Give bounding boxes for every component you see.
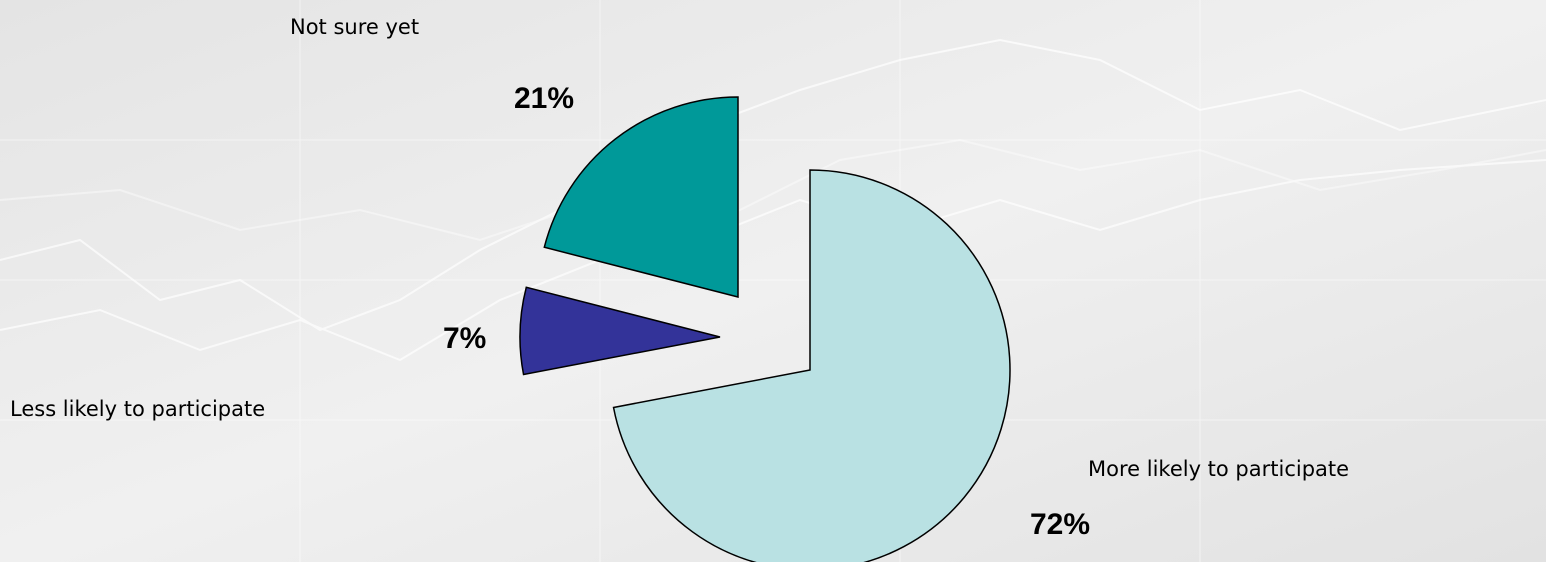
category-label: Not sure yet	[290, 15, 419, 39]
value-label: 72%	[1030, 508, 1090, 541]
pie-slice	[519, 286, 721, 376]
pie: More likely to participate 72% Less likely…	[10, 15, 1349, 562]
pie-slice	[543, 96, 739, 298]
category-label: Less likely to participate	[10, 397, 265, 421]
category-label: More likely to participate	[1088, 457, 1349, 481]
value-label: 21%	[514, 82, 574, 115]
value-label: 7%	[443, 322, 486, 355]
pie-slice	[612, 169, 1011, 562]
